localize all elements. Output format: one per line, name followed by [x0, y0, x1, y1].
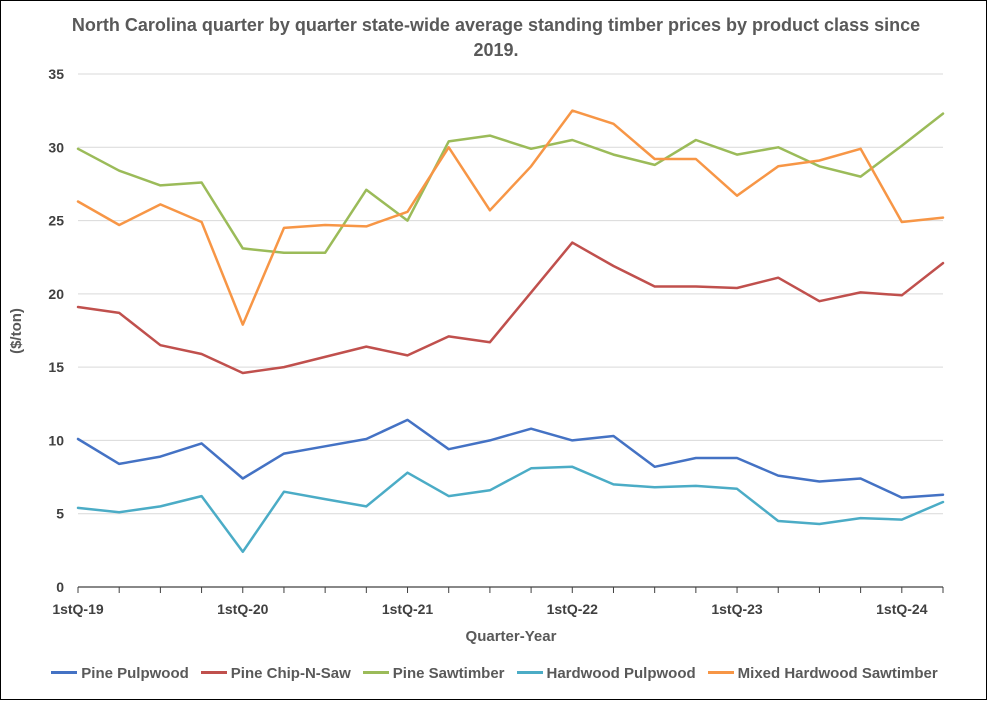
legend-swatch	[51, 670, 78, 674]
legend-label: Pine Sawtimber	[392, 665, 505, 682]
y-tick-label: 0	[56, 579, 64, 595]
series-line-mixed-hardwood-sawtimber	[76, 109, 945, 326]
legend-label: Mixed Hardwood Sawtimber	[737, 665, 938, 682]
legend-swatch	[200, 670, 227, 674]
y-tick-label: 10	[48, 432, 64, 448]
y-tick-label: 5	[56, 506, 64, 522]
legend-label: Hardwood Pulpwood	[546, 665, 696, 682]
legend-swatch	[516, 670, 543, 674]
legend-label: Pine Pulpwood	[81, 665, 189, 682]
series-line-hardwood-pulpwood	[76, 465, 945, 554]
legend-item-pine-chip-n-saw: Pine Chip-N-Saw	[200, 665, 351, 682]
y-tick-label: 20	[48, 286, 64, 302]
series-line-pine-sawtimber	[76, 112, 945, 255]
legend-item-pine-sawtimber: Pine Sawtimber	[362, 665, 505, 682]
chart-title: North Carolina quarter by quarter state-…	[71, 15, 921, 60]
legend-swatch	[362, 670, 389, 674]
legend-item-hardwood-pulpwood: Hardwood Pulpwood	[516, 665, 696, 682]
legend-item-pine-pulpwood: Pine Pulpwood	[51, 665, 189, 682]
axes	[77, 586, 944, 593]
x-tick-label: 1stQ-22	[547, 601, 599, 617]
x-tick-labels: 1stQ-19 1stQ-20 1stQ-21 1stQ-22 1stQ-23 1stQ-…	[52, 601, 927, 617]
legend-label: Pine Chip-N-Saw	[230, 665, 351, 682]
y-tick-label: 35	[48, 66, 64, 82]
x-tick-label: 1stQ-19	[52, 601, 104, 617]
legend-item-mixed-hardwood-sawtimber: Mixed Hardwood Sawtimber	[707, 665, 938, 682]
x-tick-label: 1stQ-21	[382, 601, 434, 617]
x-tick-label: 1stQ-20	[217, 601, 269, 617]
legend-swatch	[707, 670, 734, 674]
y-tick-label: 30	[48, 139, 64, 155]
gridlines	[78, 73, 943, 515]
x-tick-label: 1stQ-24	[876, 601, 928, 617]
x-tick-label: 1stQ-23	[711, 601, 763, 617]
series-lines	[76, 109, 945, 554]
chart-legend: Pine Pulpwood Pine Chip-N-Saw Pine Sawtimb…	[1, 665, 987, 682]
series-line-pine-pulpwood	[76, 418, 945, 499]
y-tick-label: 15	[48, 359, 64, 375]
y-axis-title: ($/ton)	[8, 308, 25, 354]
x-axis-title: Quarter-Year	[466, 628, 557, 645]
series-line-pine-chip-n-saw	[76, 241, 945, 375]
y-tick-label: 25	[48, 213, 64, 229]
y-tick-labels: 0 5 10 15 20 25 30 35	[48, 66, 64, 595]
